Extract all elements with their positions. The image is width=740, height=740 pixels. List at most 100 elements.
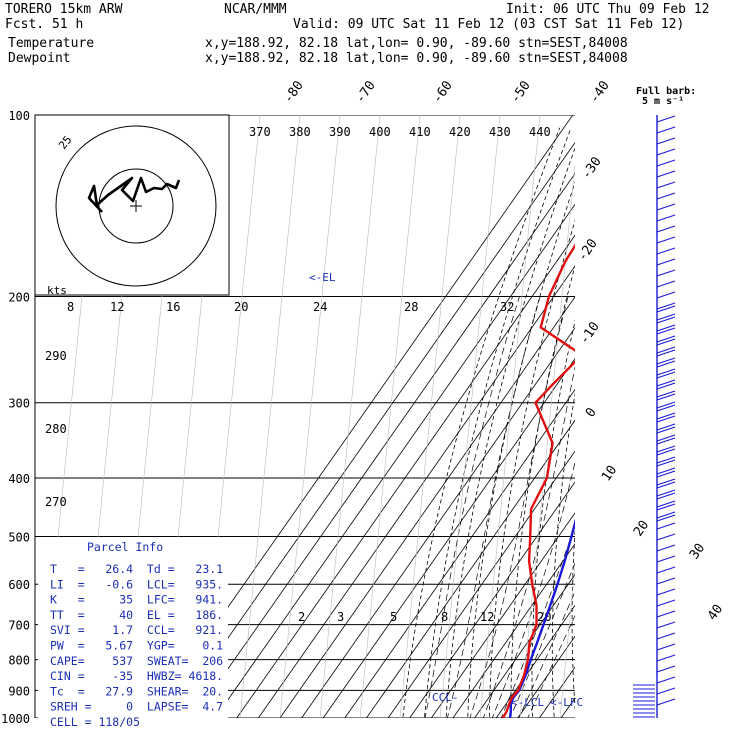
wind-barb: [656, 445, 676, 453]
wind-barb: [656, 687, 676, 695]
isotherm-label-right: 20: [631, 518, 652, 539]
theta-label: 430: [489, 125, 511, 139]
dry-adiabat: [402, 127, 561, 718]
wind-barb: [656, 448, 676, 456]
wind-barb: [656, 379, 676, 387]
isotherm-label-right: 30: [687, 541, 708, 562]
wind-barb: [656, 459, 676, 467]
parcel-info-row: PW = 5.67 YGP= 0.1: [50, 639, 223, 653]
mixing-ratio-label: 12: [480, 610, 494, 624]
el-marker: <-EL: [309, 271, 336, 284]
wind-barb: [656, 533, 676, 541]
wind-barb: [656, 313, 676, 321]
isotherm-label-top: -80: [281, 78, 307, 106]
isotherm-label-right: 40: [705, 602, 726, 623]
wind-barb: [656, 434, 676, 442]
wind-barb: [656, 357, 676, 365]
wind-barb: [656, 115, 676, 123]
isotherm-label-top: -50: [508, 78, 534, 106]
pressure-tick-label: 100: [8, 109, 30, 123]
mixing-ratio-label: 16: [166, 300, 180, 314]
mixing-ratio-label: 3: [337, 610, 344, 624]
wind-barb: [656, 291, 676, 299]
hodograph-outer-ring: [55, 125, 217, 287]
wind-barb: [656, 382, 676, 390]
moist-adiabat: [491, 460, 575, 718]
isotherm-line: [214, 203, 575, 718]
dry-adiabat: [696, 128, 731, 731]
isotherm-line: [258, 265, 575, 718]
wind-barb: [656, 665, 676, 673]
moist-adiabat: [424, 296, 520, 718]
wind-barb: [656, 632, 676, 640]
wind-barb: [656, 467, 676, 475]
isotherm-line: [517, 635, 575, 718]
isotherm-line: [452, 543, 575, 718]
location-dewpoint: x,y=188.92, 82.18 lat,lon= 0.90, -89.60 …: [205, 51, 628, 66]
isotherm-line: [322, 357, 575, 718]
parcel-info-row: K = 35 LFC= 941.: [50, 593, 223, 607]
location-temperature: x,y=188.92, 82.18 lat,lon= 0.90, -89.60 …: [205, 36, 628, 51]
pressure-tick-label: 1000: [1, 712, 30, 726]
wind-barb: [656, 698, 676, 706]
moist-adiabat: [509, 562, 575, 718]
wind-barb: [656, 280, 676, 288]
wind-barb: [656, 478, 676, 486]
theta-label: 370: [249, 125, 271, 139]
pressure-tick-label: 800: [8, 654, 30, 668]
dry-adiabat: [488, 219, 575, 718]
dewpoint-profile: [501, 243, 575, 718]
mixing-ratio-line: [399, 115, 461, 718]
theta-left-label: 270: [45, 495, 67, 509]
mixing-ratio-line: [359, 115, 421, 718]
ccl-marker: CCL-: [432, 691, 459, 704]
wind-barb: [656, 426, 676, 434]
parcel-info-panel: Parcel Info T = 26.4 Td = 23.1LI = -0.6 …: [38, 538, 228, 729]
moist-adiabat: [447, 296, 541, 718]
wind-barb: [656, 181, 676, 189]
isotherm-label-right: 10: [599, 463, 620, 484]
theta-label: 390: [329, 125, 351, 139]
wind-barb: [656, 192, 676, 200]
hodograph-trace: [87, 176, 181, 213]
isotherm-label-top: -40: [587, 78, 613, 106]
mixing-ratio-line: [439, 115, 501, 718]
wind-barb: [656, 203, 676, 211]
wind-barb: [656, 327, 676, 335]
forecast-hour: Fcst. 51 h: [5, 17, 83, 32]
isotherm-label-right: -10: [577, 319, 603, 347]
mixing-ratio-line: [319, 115, 381, 718]
wind-barb: [656, 316, 676, 324]
barb-legend-units: 5 m s⁻¹: [642, 96, 684, 107]
wind-barb: [656, 148, 676, 156]
theta-label: 420: [449, 125, 471, 139]
hodograph-line: [87, 176, 181, 213]
wind-barb: [656, 170, 676, 178]
mixing-ratio-label: 12: [110, 300, 124, 314]
profiles: [501, 243, 575, 718]
wind-barb: [656, 258, 676, 266]
wind-barb: [656, 335, 676, 343]
isotherm-line: [409, 481, 575, 718]
isotherm-line: [387, 450, 575, 718]
theta-left-label: 290: [45, 349, 67, 363]
hodograph-units: kts: [47, 284, 67, 297]
wind-barb: [656, 404, 676, 412]
parcel-info-row: LI = -0.6 LCL= 935.: [50, 577, 223, 591]
wind-barb: [656, 588, 676, 596]
wind-barb: [656, 610, 676, 618]
moist-adiabat: [482, 365, 575, 718]
wind-barb: [656, 371, 676, 379]
moist-adiabat: [469, 296, 569, 718]
dry-adiabat: [445, 147, 575, 718]
barb-legend-title: Full barb:: [636, 86, 696, 97]
mixing-ratio-label: 2: [298, 610, 305, 624]
wind-barb: [656, 305, 676, 313]
init-time: Init: 06 UTC Thu 09 Feb 12: [506, 2, 710, 17]
theta-label: 410: [409, 125, 431, 139]
wind-barb: [656, 599, 676, 607]
moist-adiabat: [500, 523, 575, 718]
theta-label: 440: [529, 125, 551, 139]
lcl-marker: <-LCL: [511, 696, 544, 709]
wind-barb: [656, 393, 676, 401]
